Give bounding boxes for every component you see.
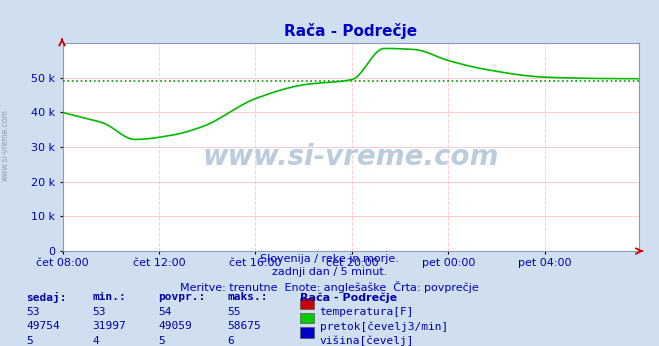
Text: 53: 53: [26, 307, 40, 317]
Text: višina[čevelj]: višina[čevelj]: [320, 336, 414, 346]
Text: povpr.:: povpr.:: [158, 292, 206, 302]
Text: temperatura[F]: temperatura[F]: [320, 307, 414, 317]
Text: Slovenija / reke in morje.: Slovenija / reke in morje.: [260, 254, 399, 264]
Text: 5: 5: [158, 336, 165, 346]
Text: 6: 6: [227, 336, 234, 346]
Text: 31997: 31997: [92, 321, 126, 331]
Text: www.si-vreme.com: www.si-vreme.com: [1, 109, 10, 181]
Text: Meritve: trenutne  Enote: anglešaške  Črta: povprečje: Meritve: trenutne Enote: anglešaške Črta…: [180, 281, 479, 293]
Text: 53: 53: [92, 307, 105, 317]
Title: Rača - Podrečje: Rača - Podrečje: [284, 23, 418, 39]
Text: www.si-vreme.com: www.si-vreme.com: [203, 144, 499, 171]
Text: 58675: 58675: [227, 321, 261, 331]
Text: pretok[čevelj3/min]: pretok[čevelj3/min]: [320, 321, 448, 332]
Text: 49059: 49059: [158, 321, 192, 331]
Text: 54: 54: [158, 307, 171, 317]
Text: min.:: min.:: [92, 292, 126, 302]
Text: 55: 55: [227, 307, 241, 317]
Text: maks.:: maks.:: [227, 292, 268, 302]
Text: zadnji dan / 5 minut.: zadnji dan / 5 minut.: [272, 267, 387, 277]
Text: sedaj:: sedaj:: [26, 292, 67, 303]
Text: 4: 4: [92, 336, 99, 346]
Text: Rača - Podrečje: Rača - Podrečje: [300, 292, 397, 303]
Text: 5: 5: [26, 336, 33, 346]
Text: 49754: 49754: [26, 321, 60, 331]
